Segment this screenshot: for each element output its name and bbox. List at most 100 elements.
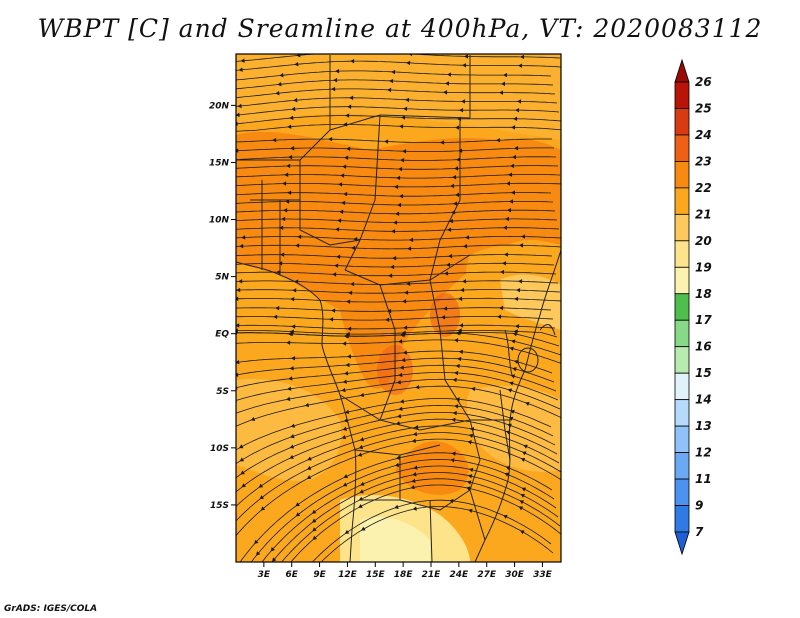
streamline-arrow xyxy=(398,406,403,411)
streamline-arrow xyxy=(454,370,459,376)
streamline-arrow xyxy=(407,246,412,251)
streamline-arrow xyxy=(404,290,409,295)
streamline-arrow xyxy=(406,281,411,287)
streamline-arrow xyxy=(290,356,296,361)
streamline-arrow xyxy=(240,470,245,475)
streamline-arrow xyxy=(340,173,345,178)
country-borders xyxy=(236,55,561,562)
streamline-arrow xyxy=(451,417,456,423)
colorbar-swatch xyxy=(674,346,690,374)
streamline-arrow xyxy=(459,107,464,113)
streamline-arrow xyxy=(466,486,471,491)
streamline-arrow xyxy=(342,379,347,384)
streamline-arrow xyxy=(401,115,406,120)
colorbar-swatch xyxy=(674,293,690,321)
streamline-arrow xyxy=(289,366,294,371)
colorbar-label: 25 xyxy=(695,101,712,115)
colorbar-label: 15 xyxy=(695,366,712,380)
colorbar-label: 16 xyxy=(695,340,712,354)
streamline-arrow xyxy=(513,359,519,365)
streamline-arrow xyxy=(394,462,400,467)
streamline xyxy=(236,60,561,71)
streamline xyxy=(236,385,561,427)
streamline-arrow xyxy=(520,530,525,535)
streamline-arrow xyxy=(287,190,292,195)
lon-tick-label: 9E xyxy=(313,570,326,580)
streamline-arrow xyxy=(239,457,245,462)
streamline xyxy=(236,97,558,107)
streamline-arrow xyxy=(398,339,403,344)
streamline-arrow xyxy=(236,323,240,328)
streamline-arrow xyxy=(446,262,451,267)
streamline xyxy=(239,452,553,562)
streamline-arrow xyxy=(240,58,245,63)
streamline-arrow xyxy=(342,341,347,346)
lat-tick-label: 15N xyxy=(209,158,230,168)
streamline-arrow xyxy=(458,349,463,355)
streamline-arrow xyxy=(519,243,524,248)
streamline-arrow xyxy=(230,341,234,345)
streamline-arrow xyxy=(336,254,341,260)
streamline-arrow xyxy=(339,209,344,215)
streamline-arrow xyxy=(411,478,416,484)
streamline-arrow xyxy=(288,154,293,160)
streamline-arrow xyxy=(388,273,393,278)
streamline xyxy=(236,418,558,493)
streamline-arrow xyxy=(496,137,501,143)
streamline-arrow xyxy=(347,104,352,109)
streamline-arrow xyxy=(402,149,407,154)
map-frame xyxy=(235,53,562,563)
streamline-arrow xyxy=(256,551,261,556)
streamline-arrow xyxy=(357,452,363,457)
streamline-arrow xyxy=(290,296,295,302)
lon-tick-label: 15E xyxy=(366,570,386,580)
streamline-arrow xyxy=(452,174,457,180)
colorbar-label: 9 xyxy=(695,499,703,513)
streamline-arrow xyxy=(521,451,527,456)
streamline-arrow xyxy=(229,201,233,205)
streamline-arrow xyxy=(518,506,524,511)
streamline-arrow xyxy=(461,99,466,104)
streamline xyxy=(236,70,552,81)
streamline-arrow xyxy=(462,63,467,68)
lon-tick-label: 30E xyxy=(505,570,525,580)
lon-tick-label: 24E xyxy=(450,570,470,580)
streamline-arrow xyxy=(447,227,452,232)
streamline-arrow xyxy=(343,474,348,479)
streamline-arrow xyxy=(512,367,517,372)
streamline xyxy=(271,472,559,562)
streamline-arrow xyxy=(231,193,235,197)
streamline-arrow xyxy=(443,90,448,95)
streamline-arrow xyxy=(454,404,459,409)
streamline-arrow xyxy=(227,210,231,214)
streamline-arrow xyxy=(311,518,317,523)
streamline-arrow xyxy=(412,431,418,437)
streamline-arrow xyxy=(506,181,511,186)
streamline-arrow xyxy=(228,175,232,179)
streamline-arrow xyxy=(342,426,347,431)
streamline-arrow xyxy=(459,323,464,328)
streamline-arrow xyxy=(283,208,288,213)
streamline xyxy=(250,458,555,562)
streamline-arrow xyxy=(512,154,517,160)
lat-tick-label: 5S xyxy=(216,387,229,397)
streamline-arrow xyxy=(258,483,264,488)
streamline-arrow xyxy=(507,208,512,213)
streamline-arrow xyxy=(238,67,243,72)
streamline xyxy=(290,484,561,562)
lat-tick-label: 20N xyxy=(209,101,230,111)
streamline xyxy=(236,235,561,241)
streamline-arrow xyxy=(392,255,397,261)
streamline-arrow xyxy=(396,175,401,181)
streamline xyxy=(236,289,561,294)
colorbar-swatch xyxy=(674,319,690,348)
streamline-arrow xyxy=(517,99,522,104)
streamline-arrow xyxy=(389,78,394,84)
colorbar-swatch xyxy=(674,81,690,109)
streamline-arrow xyxy=(402,299,407,304)
streamline-arrow xyxy=(385,317,390,322)
streamline-arrow xyxy=(455,363,460,369)
streamline-arrow xyxy=(520,494,526,498)
streamline-arrow xyxy=(306,475,312,480)
